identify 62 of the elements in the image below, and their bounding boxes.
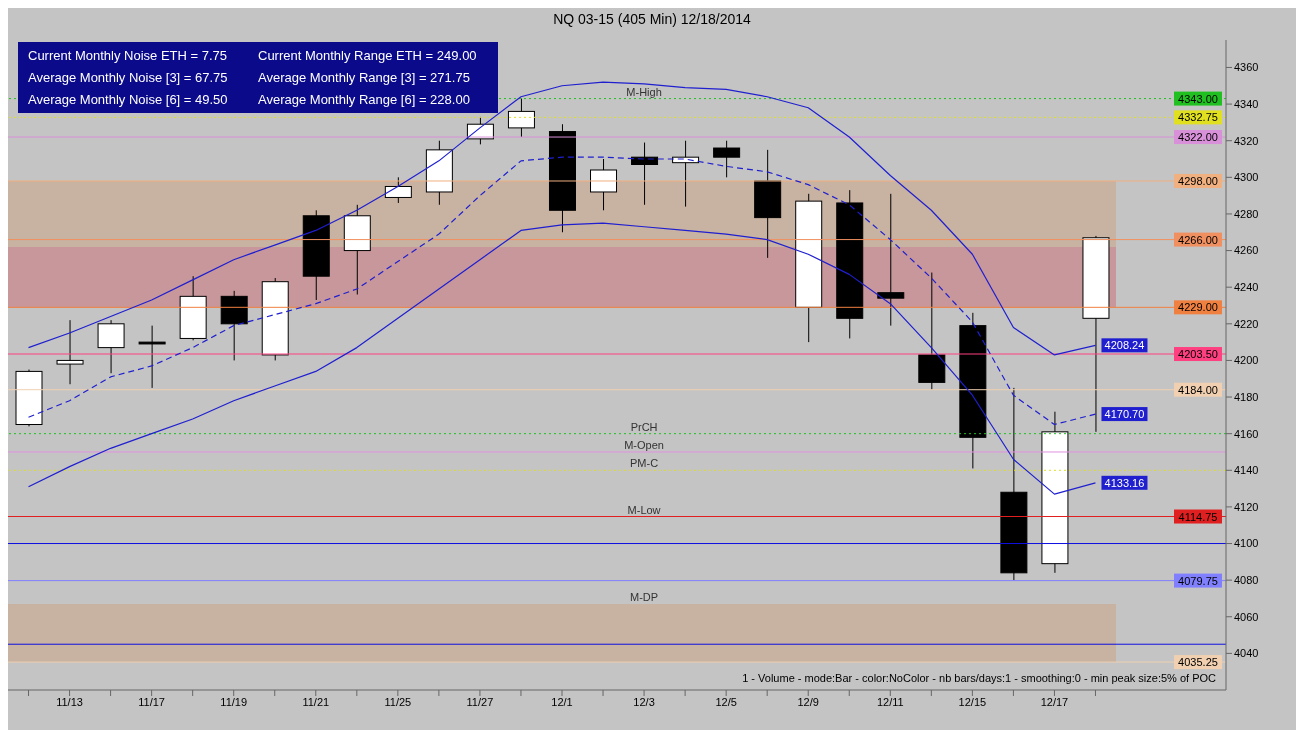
line-series (27, 222, 1097, 495)
annotation: M-Open (624, 438, 664, 451)
ref-line-label: 4332.75 (1178, 111, 1218, 124)
x-tick-label: 12/3 (633, 695, 655, 708)
annotation: Current Monthly Range ETH = 249.00 (258, 48, 478, 63)
y-tick-label: 4080 (1234, 574, 1259, 587)
ref-line-label: 4343.00 (1178, 92, 1218, 105)
annotation: Current Monthly Noise ETH = 7.75 (28, 48, 229, 63)
x-tick-label: 12/15 (958, 695, 987, 708)
ref-line-label: 4035.25 (1178, 656, 1218, 669)
candlestick (56, 319, 84, 385)
x-tick-label: 11/27 (466, 695, 494, 708)
x-tick-label: 11/21 (302, 695, 330, 708)
x-tick-label: 11/25 (384, 695, 412, 708)
ref-line-label: 4322.00 (1178, 131, 1218, 144)
annotation: M-Low (627, 503, 661, 516)
ref-line-label: 4184.00 (1178, 383, 1218, 396)
y-tick-label: 4300 (1234, 171, 1259, 184)
candlestick (138, 325, 166, 389)
ref-line-label: 4114.75 (1178, 510, 1218, 523)
x-tick-label: 12/9 (797, 695, 819, 708)
ref-line-label: 4229.00 (1178, 301, 1218, 314)
chart-title: NQ 03-15 (405 Min) 12/18/2014 (552, 10, 752, 29)
x-tick-label: 11/17 (138, 695, 165, 708)
annotation: PrCH (630, 420, 658, 433)
y-tick-label: 4200 (1234, 354, 1259, 367)
annotation: Average Monthly Noise [3] = 67.75 (28, 70, 229, 85)
y-tick-label: 4040 (1234, 647, 1259, 660)
y-tick-label: 4220 (1234, 317, 1259, 330)
data-label: 4170.70 (1104, 408, 1145, 421)
ref-line-label: 4079.75 (1178, 574, 1218, 587)
y-tick-label: 4120 (1234, 500, 1259, 513)
x-tick-label: 12/1 (551, 695, 573, 708)
x-tick-label: 12/17 (1040, 695, 1069, 708)
y-tick-label: 4060 (1234, 610, 1259, 623)
data-label: 4208.24 (1104, 339, 1145, 352)
ref-line-label: 4298.00 (1178, 174, 1218, 187)
annotation: PM-C (630, 457, 659, 470)
x-tick-label: 11/13 (56, 695, 83, 708)
x-tick-label: 12/11 (876, 695, 904, 708)
ref-line-label: 4203.50 (1178, 348, 1218, 361)
annotation: Average Monthly Range [6] = 228.00 (258, 92, 471, 107)
ref-line-label: 4266.00 (1178, 233, 1218, 246)
y-tick-label: 4360 (1234, 61, 1259, 74)
annotation: M-DP (630, 590, 659, 603)
candlestick (877, 193, 905, 327)
y-tick-label: 4160 (1234, 427, 1259, 440)
annotation: 1 - Volume - mode:Bar - color:NoColor - nb bars/days:1 - smoothing:0 - min peak size:5% of POC (742, 672, 1216, 684)
y-tick-label: 4340 (1234, 97, 1259, 110)
x-tick-label: 12/5 (715, 695, 737, 708)
annotation: M-High (626, 85, 662, 98)
data-label: 4133.16 (1104, 476, 1145, 489)
annotation: Average Monthly Noise [6] = 49.50 (28, 92, 229, 107)
y-tick-label: 4240 (1234, 281, 1259, 294)
y-tick-label: 4280 (1234, 207, 1259, 220)
annotation: Average Monthly Range [3] = 271.75 (258, 70, 471, 85)
y-tick-label: 4180 (1234, 390, 1259, 403)
y-tick-label: 4320 (1234, 134, 1259, 147)
y-tick-label: 4140 (1234, 464, 1259, 477)
x-tick-label: 11/19 (220, 695, 248, 708)
y-tick-label: 4100 (1234, 537, 1259, 550)
y-tick-label: 4260 (1234, 244, 1259, 257)
